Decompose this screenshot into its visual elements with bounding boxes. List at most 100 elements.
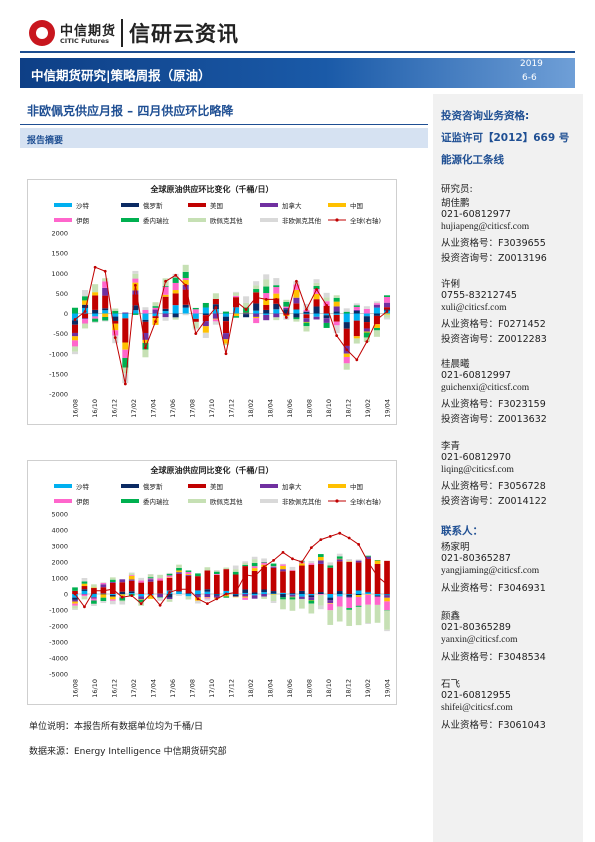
researcher-email[interactable]: hujiapeng@citicsf.com [441,222,530,232]
x-tick-label: 16/08 [72,679,80,698]
bar-segment [147,577,154,579]
bar-segment [261,592,267,594]
researcher-email[interactable]: liqing@citicsf.com [441,465,514,475]
bar-segment [355,606,362,626]
bar-segment [138,599,145,603]
bar-segment [346,609,353,626]
bar-segment [303,321,310,323]
bar-segment [383,317,391,320]
bar-segment [353,310,360,314]
bar-segment [313,282,320,287]
x-tick-label: 17/08 [189,399,197,418]
y-tick-label: -500 [53,330,68,338]
bar-segment [293,284,300,290]
bar-segment [162,294,169,297]
legend-label: 伊朗 [76,216,89,225]
x-tick-label: 18/10 [325,679,333,698]
bar-segment [232,594,239,597]
bar-segment [147,581,154,594]
bar-segment [72,603,78,606]
global-line-point [187,587,190,591]
contact-email[interactable]: yangjiaming@citicsf.com [441,566,540,576]
bar-segment [182,313,189,316]
legend-label: 欧佩克其他 [210,216,243,225]
bar-segment [162,296,169,309]
y-tick-label: 2000 [51,559,68,567]
bar-segment [166,572,173,574]
bar-segment [242,596,249,598]
global-line-point [154,320,157,323]
bar-segment [176,567,182,571]
bar-segment [91,603,97,606]
bar-segment [289,570,296,571]
bar-segment [162,311,169,314]
bar-segment [299,596,305,599]
bar-segment [327,603,334,604]
bar-segment [289,593,296,594]
chart-yoy-supply: 全球原油供应同比变化（千桶/日） 沙特 俄罗斯 美国 加拿大 中国 伊朗 委内瑞拉 欧佩克其他 非… [27,460,397,705]
global-line-point [73,318,77,321]
bar-segment [223,596,230,598]
bar-segment [157,578,163,581]
bar-segment [383,309,391,311]
bar-segment [222,316,229,322]
bar-segment [346,597,353,609]
bar-segment [261,561,267,563]
y-tick-label: -2000 [49,623,68,631]
bar-segment [333,306,340,312]
bar-segment [336,556,343,559]
bar-segment [212,313,219,319]
global-line-point [309,546,313,549]
bar-segment [204,598,211,601]
bar-segment [373,301,380,304]
contact-email[interactable]: shifei@citicsf.com [441,703,513,713]
contact-email[interactable]: yanxin@citicsf.com [441,635,518,645]
bar-segment [355,590,362,594]
bar-segment [204,567,211,571]
global-line-point [120,595,124,599]
bar-segment [323,305,330,314]
bar-segment [280,564,286,566]
x-tick-label: 18/10 [325,399,333,418]
bar-segment [317,605,324,610]
global-line-point [325,304,329,307]
bar-segment [102,313,109,317]
bar-segment [336,559,343,562]
bar-segment [327,610,334,625]
bar-segment [92,292,99,296]
bar-segment [132,310,139,314]
researcher-email[interactable]: guichenxi@citicsf.com [441,383,530,393]
legend-swatch [54,499,72,503]
legend-label: 俄罗斯 [143,482,163,491]
global-line-point [177,587,181,591]
bar-segment [147,579,154,582]
bar-segment [242,594,249,597]
legend-swatch [54,218,72,222]
bar-segment [119,591,126,594]
bar-segment [273,285,280,288]
bar-segment [138,580,145,583]
bar-segment [92,318,99,322]
brand-title: 信研云资讯 [129,22,239,46]
global-line-point [168,591,171,594]
bar-segment [303,311,310,314]
global-line-point [305,308,308,311]
bar-segment [353,338,360,344]
researcher-consult-license: 投资咨询号：Z0012283 [441,334,547,345]
bar-segment [263,274,270,280]
global-line-point [347,536,351,540]
bar-segment [172,305,179,314]
bar-segment [232,565,239,570]
bar-segment [373,304,380,308]
bar-segment [327,562,334,566]
global-line-point [174,273,178,277]
bar-segment [192,318,199,322]
researcher-email[interactable]: xuli@citicsf.com [441,303,507,313]
bar-segment [81,596,88,600]
bar-segment [72,597,78,600]
bar-segment [92,321,99,323]
bar-segment [253,310,260,314]
bar-segment [147,574,154,575]
bar-segment [202,326,209,333]
bar-segment [152,316,159,319]
